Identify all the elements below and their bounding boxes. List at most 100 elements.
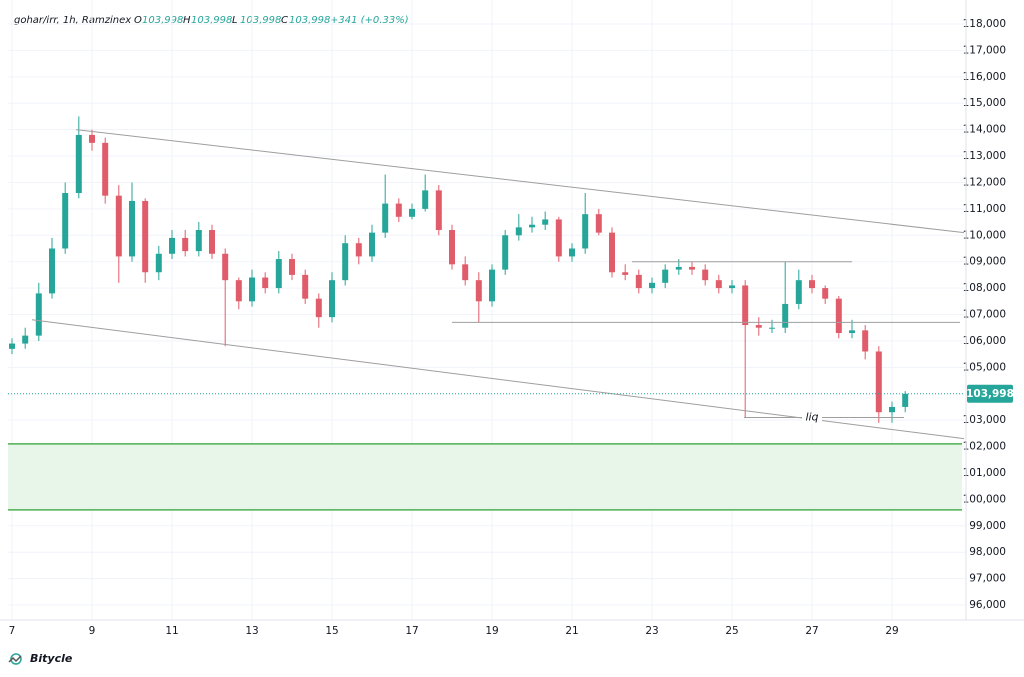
candle-body: [782, 303, 789, 328]
y-tick-label: 97,000: [969, 573, 1006, 585]
y-tick-label: 103,000: [963, 414, 1006, 426]
y-tick-label: 98,000: [969, 546, 1006, 558]
candle-body: [182, 237, 189, 252]
y-tick-label: 108,000: [963, 282, 1006, 294]
x-tick-label: 29: [885, 625, 898, 637]
y-tick-label: 106,000: [963, 335, 1006, 347]
x-tick-label: 9: [89, 625, 96, 637]
ohlc-value: 103,998: [142, 15, 183, 26]
ohlc-value: 103,998: [240, 15, 281, 26]
y-tick-label: 115,000: [963, 97, 1006, 109]
y-tick-label: 110,000: [963, 229, 1006, 241]
candle-body: [235, 280, 242, 302]
candle-body: [769, 327, 775, 329]
y-tick-label: 105,000: [963, 361, 1006, 373]
candle-body: [195, 229, 202, 252]
candle-body: [675, 266, 682, 270]
x-tick-label: 21: [565, 625, 578, 637]
candle-body: [155, 253, 162, 273]
change: +341 (+0.33%): [330, 15, 409, 26]
y-tick-label: 113,000: [963, 150, 1006, 162]
candle-body: [409, 208, 415, 217]
y-tick-label: 116,000: [963, 71, 1006, 83]
candle-body: [729, 285, 735, 289]
candle-body: [582, 214, 589, 249]
candle-body: [115, 195, 122, 257]
candle-body: [755, 325, 762, 328]
y-tick-label: 101,000: [963, 467, 1006, 479]
candle-body: [62, 193, 69, 249]
candle-body: [369, 232, 375, 257]
candle-body: [449, 229, 455, 265]
x-tick-label: 17: [405, 625, 418, 637]
y-tick-label: 117,000: [963, 44, 1006, 56]
ohlc-key: L: [232, 15, 238, 26]
y-tick-label: 111,000: [963, 203, 1006, 215]
candle-body: [462, 264, 469, 281]
candle-body: [889, 406, 895, 413]
y-tick-label: 96,000: [969, 599, 1006, 611]
candle-body: [689, 266, 695, 270]
candle-body: [835, 298, 842, 333]
candle-body: [435, 190, 442, 230]
x-tick-label: 11: [165, 625, 178, 637]
ohlc-key: H: [183, 15, 191, 26]
candle-body: [49, 248, 55, 294]
ohlc-key: C: [281, 15, 288, 26]
x-tick-label: 27: [805, 625, 818, 637]
candle-body: [515, 227, 522, 236]
x-tick-label: 15: [325, 625, 338, 637]
candle-body: [635, 274, 642, 289]
candle-body: [809, 280, 815, 289]
candle-body: [329, 280, 335, 318]
last-price-box: [967, 384, 1013, 403]
candle-body: [302, 274, 309, 299]
candle-body: [275, 259, 282, 289]
x-tick-label: 23: [645, 625, 658, 637]
x-tick-label: 19: [485, 625, 498, 637]
candle-body: [702, 269, 709, 281]
candle-body: [542, 219, 549, 225]
ohlc-value: 103,998: [289, 15, 330, 26]
candle-body: [289, 259, 295, 275]
candle-body: [89, 134, 95, 143]
x-tick-label: 25: [725, 625, 738, 637]
candle-body: [35, 293, 42, 336]
x-tick-label: 7: [9, 625, 16, 637]
candle-body: [209, 229, 215, 254]
candle-body: [342, 243, 349, 281]
candle-body: [222, 253, 229, 281]
candle-body: [249, 277, 255, 302]
candle-body: [262, 277, 269, 289]
candle-body: [502, 235, 509, 270]
candle-body: [315, 298, 322, 318]
candle-body: [395, 203, 402, 217]
candle-body: [382, 203, 389, 233]
candle-body: [169, 237, 175, 254]
y-tick-label: 99,000: [969, 520, 1006, 532]
candle-body: [902, 393, 909, 407]
candle-body: [742, 285, 749, 326]
candle-body: [529, 224, 535, 228]
trend-line: [75, 129, 965, 234]
candle-body: [875, 351, 882, 413]
candle-body: [569, 248, 575, 257]
zone: [8, 443, 962, 510]
x-tick-label: 13: [245, 625, 258, 637]
candle-body: [142, 200, 149, 273]
candle-body: [555, 219, 562, 257]
ohlc-value: 103,998: [191, 15, 232, 26]
brand: Bitycle: [30, 652, 73, 665]
candle-body: [489, 269, 495, 302]
annotation-bg: [802, 410, 822, 425]
brand-logo: [8, 653, 22, 665]
candle-body: [355, 243, 362, 257]
candle-body: [622, 272, 629, 275]
candle-body: [129, 200, 135, 257]
y-tick-label: 114,000: [963, 124, 1006, 136]
annotation: liq: [805, 411, 818, 424]
candle-body: [862, 330, 869, 352]
candle-body: [849, 330, 855, 333]
y-tick-label: 100,000: [963, 493, 1006, 505]
candle-body: [822, 288, 829, 299]
